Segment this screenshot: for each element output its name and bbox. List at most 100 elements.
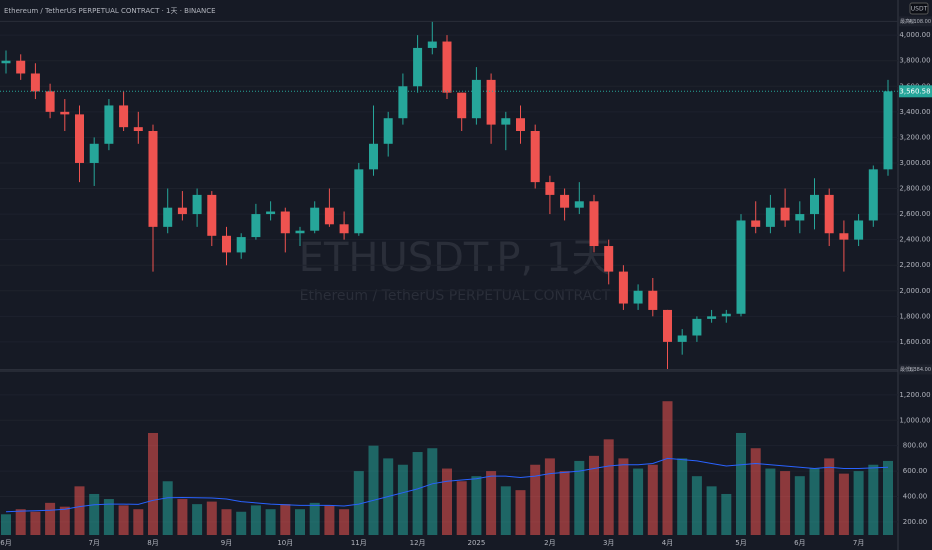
volume-bar [515, 490, 526, 535]
y-tick-label: 2,200.00 [899, 261, 930, 269]
header: Ethereum / TetherUS PERPETUAL CONTRACT ·… [4, 7, 216, 15]
y-tick-label: 2,600.00 [899, 210, 930, 218]
candle-body [177, 207, 187, 215]
volume-bar [574, 460, 585, 535]
candle-body [516, 118, 525, 132]
volume-bar [883, 460, 893, 535]
volume-bar [412, 452, 423, 535]
volume-bar [45, 502, 56, 535]
volume-bar [295, 509, 305, 535]
volume-bar [265, 509, 276, 535]
volume-bar [589, 455, 599, 535]
candle-body [530, 131, 540, 183]
candle-body [560, 194, 570, 208]
volume-bar [456, 481, 467, 535]
volume-bar [206, 501, 217, 535]
candle-body [736, 220, 746, 314]
volume-bar [133, 509, 144, 535]
volume-bar [559, 471, 570, 535]
candle-body [677, 335, 687, 342]
candle-body [442, 41, 452, 93]
volume-bar [148, 432, 158, 535]
candle-body [471, 79, 481, 119]
volume-bar [794, 476, 805, 535]
y-tick-label: 3,400.00 [899, 108, 930, 116]
volume-bar [236, 511, 247, 535]
last-price-label: 3,560.58 [899, 87, 930, 95]
candle-body [604, 246, 614, 272]
x-tick-label: 9月 [221, 539, 232, 547]
volume-bar [809, 468, 820, 535]
candle-body [236, 237, 246, 253]
marker-box [899, 16, 932, 27]
candle-body [339, 224, 349, 234]
candle-body [354, 169, 364, 234]
volume-tick-label: 1,000.00 [899, 416, 930, 424]
candle-body [295, 230, 305, 234]
volume-bar [691, 476, 702, 535]
y-tick-label: 2,800.00 [899, 185, 930, 193]
candle-body [486, 79, 496, 125]
y-tick-label: 2,400.00 [899, 236, 930, 244]
last-price-box [899, 85, 932, 98]
volume-bar [162, 481, 173, 535]
candle-body [383, 118, 393, 144]
candle-body [104, 105, 114, 144]
candle-body [30, 73, 40, 92]
candle-body [192, 194, 202, 215]
candle-body [369, 143, 378, 170]
volume-bar [736, 432, 746, 535]
candle-body [280, 211, 290, 234]
candle-body [310, 207, 320, 231]
volume-bar [118, 505, 129, 535]
candle-body [501, 118, 511, 125]
candle-body [633, 290, 643, 304]
volume-tick-label: 400.00 [903, 493, 928, 501]
volume-bar [74, 486, 85, 535]
candle-body [163, 207, 173, 227]
volume-bar [103, 499, 114, 535]
candle-body [1, 60, 11, 64]
volume-bar [633, 468, 644, 535]
candle-body [707, 316, 717, 319]
candle-body [427, 41, 437, 48]
candle-body [251, 214, 261, 238]
volume-bar [353, 471, 364, 535]
x-tick-label: 3月 [603, 539, 614, 547]
volume-bar [309, 502, 320, 535]
y-tick-label: 2,000.00 [899, 287, 930, 295]
volume-bar [780, 471, 791, 535]
marker-name: 最低价 [900, 366, 915, 373]
volume-bar [486, 471, 497, 535]
candle-body [75, 114, 84, 163]
volume-bar [706, 486, 717, 535]
candle-body [222, 235, 231, 253]
volume-bar [765, 468, 776, 535]
candle-body [839, 233, 849, 240]
volume-bar [280, 504, 291, 535]
candle-body [148, 131, 158, 227]
volume-bar [868, 464, 879, 535]
x-tick-label: 5月 [735, 539, 746, 547]
currency: USDT [911, 6, 928, 13]
volume-bar [530, 464, 541, 535]
volume-tick-label: 1,200.00 [899, 391, 930, 399]
candle-body [824, 194, 834, 234]
candle-body [618, 271, 628, 304]
volume-bar [397, 464, 408, 535]
volume-bar [221, 509, 232, 535]
volume-bar [1, 514, 11, 535]
x-tick-label: 8月 [147, 539, 158, 547]
watermark-sub: Ethereum / TetherUS PERPETUAL CONTRACT [300, 288, 611, 304]
volume-ma [5, 457, 889, 513]
candle-body [45, 91, 55, 112]
y-tick-label: 1,600.00 [899, 338, 930, 346]
volume-tick-label: 600.00 [903, 467, 928, 475]
volume-bar [750, 448, 761, 535]
candle-body [457, 92, 467, 119]
volume-tick-label: 800.00 [903, 442, 928, 450]
candle-body [207, 194, 217, 236]
volume-bar [89, 493, 100, 535]
candle-body [324, 207, 334, 225]
